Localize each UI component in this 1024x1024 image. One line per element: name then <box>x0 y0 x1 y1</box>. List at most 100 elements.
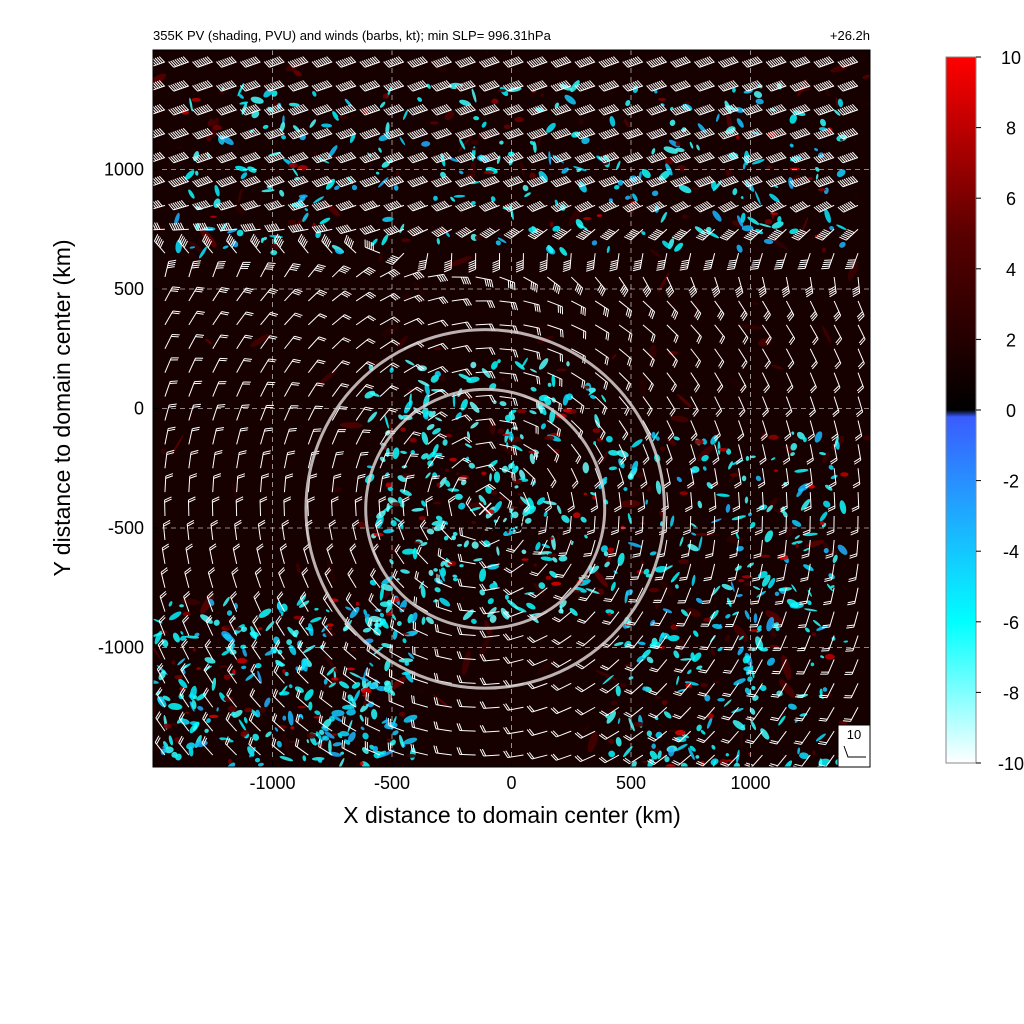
wind-barb-feather <box>509 230 517 236</box>
wind-barb-feather <box>728 261 737 264</box>
wind-barb-feather <box>411 695 413 703</box>
wind-barb-feather <box>578 155 585 162</box>
shading-speck <box>824 208 831 223</box>
wind-barb-feather <box>220 312 229 316</box>
wind-barb <box>316 133 333 140</box>
shading-speck <box>839 138 844 141</box>
wind-barb-feather <box>390 407 398 411</box>
wind-barb-feather <box>657 264 665 267</box>
wind-barb <box>642 468 648 484</box>
wind-barb <box>618 324 633 335</box>
shading-speck <box>628 676 634 680</box>
shading-speck <box>466 431 471 440</box>
wind-barb-feather <box>538 328 542 336</box>
wind-barb-feather <box>337 180 344 187</box>
wind-barb-feather <box>198 59 205 66</box>
wind-barb-feather <box>556 59 563 66</box>
wind-barb-feather <box>361 60 368 67</box>
wind-barb-feather <box>390 594 394 602</box>
wind-barb-feather <box>608 228 616 233</box>
wind-barb-feather <box>291 107 298 114</box>
wind-barb-feather <box>726 230 734 235</box>
wind-barb <box>413 628 429 637</box>
wind-barb-feather <box>574 206 581 213</box>
wind-barb-feather <box>383 229 390 236</box>
wind-barb-feather <box>672 108 679 115</box>
wind-barb-feather <box>416 318 423 325</box>
wind-barb-feather <box>726 153 733 161</box>
wind-barb <box>642 372 654 386</box>
shading-speck <box>302 755 307 762</box>
wind-barb-feather <box>513 81 520 88</box>
wind-barb-feather <box>238 452 247 456</box>
wind-barb-feather <box>515 104 522 112</box>
wind-barb-feather <box>558 130 565 137</box>
wind-barb-feather <box>561 129 567 136</box>
wind-barb-feather <box>489 483 496 490</box>
shading-speck <box>613 642 624 647</box>
wind-barb <box>379 316 395 326</box>
wind-barb-feather <box>532 59 539 66</box>
shading-speck <box>378 147 382 153</box>
wind-barb-feather <box>601 621 610 625</box>
wind-barb-feather <box>239 156 246 164</box>
wind-barb-feather <box>226 687 231 695</box>
shading-speck <box>204 728 209 733</box>
wind-barb-feather <box>554 131 561 138</box>
wind-barb <box>459 609 476 613</box>
wind-barb-feather <box>411 59 418 67</box>
shading-speck <box>822 687 828 692</box>
wind-barb-feather <box>537 153 543 160</box>
wind-barb-feather <box>293 314 302 318</box>
shading-speck <box>695 755 700 759</box>
wind-barb-feather <box>221 287 230 290</box>
shading-speck <box>529 140 535 146</box>
wind-barb-feather <box>647 737 655 742</box>
wind-barb-feather <box>297 233 303 241</box>
wind-barb <box>532 204 548 212</box>
wind-barb-feather <box>440 521 445 529</box>
wind-barb <box>603 157 620 164</box>
wind-barb <box>570 396 585 407</box>
shading-speck <box>386 503 390 513</box>
wind-barb <box>274 240 285 254</box>
wind-barb-feather <box>672 60 679 67</box>
shading-speck <box>552 557 558 563</box>
wind-barb-feather <box>702 106 709 113</box>
wind-barb <box>158 620 166 636</box>
wind-barb <box>569 516 572 533</box>
shading-speck <box>847 260 859 281</box>
wind-barb-feather <box>539 152 546 159</box>
wind-barb <box>508 109 524 116</box>
wind-barb <box>603 85 620 92</box>
wind-barb-feather <box>270 130 276 138</box>
shading-speck <box>603 551 609 557</box>
wind-barb-feather <box>204 80 211 88</box>
wind-barb <box>675 180 691 188</box>
wind-barb-feather <box>433 672 437 681</box>
shading-speck <box>242 648 247 657</box>
wind-barb-feather <box>230 175 237 182</box>
wind-barb-feather <box>730 531 739 536</box>
wind-barb-feather <box>483 131 489 138</box>
wind-barb-feather <box>512 227 520 233</box>
wind-barb-feather <box>292 337 301 341</box>
wind-barb-feather <box>699 648 707 651</box>
wind-barb-feather <box>417 546 422 555</box>
wind-barb-feather <box>322 57 328 64</box>
wind-barb-feather <box>481 653 487 661</box>
shading-speck <box>185 711 189 714</box>
wind-barb-feather <box>331 498 339 503</box>
wind-barb-feather <box>478 132 485 140</box>
wind-barb-feather <box>513 201 520 208</box>
wind-barb-feather <box>267 131 274 138</box>
wind-barb-feather <box>194 203 200 210</box>
shading-speck <box>668 729 675 732</box>
wind-barb-feather <box>254 567 262 574</box>
wind-barb-feather <box>244 107 250 114</box>
wind-barb <box>153 109 166 115</box>
wind-barb-feather <box>526 705 533 713</box>
wind-barb-feather <box>444 262 452 266</box>
shading-speck <box>806 600 812 606</box>
shading-speck <box>817 188 827 192</box>
